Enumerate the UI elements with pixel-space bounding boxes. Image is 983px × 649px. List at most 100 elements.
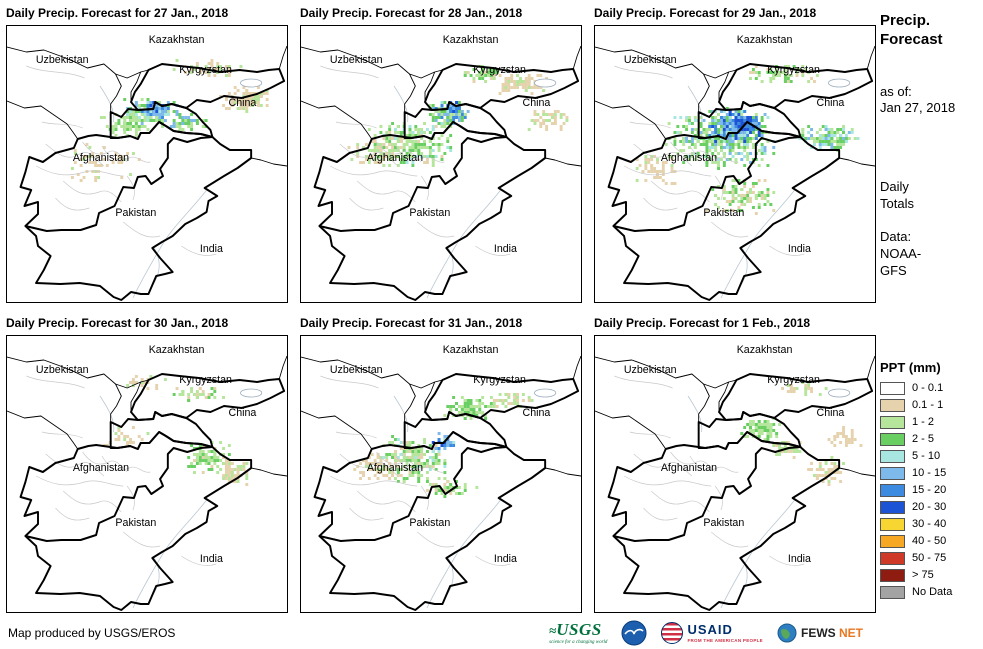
- data-source-line1: NOAA-: [880, 245, 922, 261]
- map-27-jan: Kazakhstan Uzbekistan Kyrgyzstan China Afgha…: [6, 25, 288, 303]
- legend-row: No Data: [880, 584, 980, 601]
- map-svg: Kazakhstan Uzbekistan Kyrgyzstan China Afgha…: [301, 34, 581, 301]
- country-label-kazakhstan: Kazakhstan: [149, 344, 205, 356]
- map-svg: Kazakhstan Uzbekistan Kyrgyzstan China Afgha…: [595, 344, 875, 611]
- usaid-logo-text: USAID: [687, 622, 733, 638]
- legend-swatch: [880, 432, 905, 446]
- country-label-india: India: [200, 243, 224, 255]
- usgs-logo-text: USGS: [556, 620, 602, 639]
- legend-swatch: [880, 466, 905, 480]
- legend-swatch: [880, 381, 905, 395]
- country-label-kyrgyzstan: Kyrgyzstan: [473, 64, 526, 76]
- legend-swatch: [880, 483, 905, 497]
- country-label-pakistan: Pakistan: [409, 517, 450, 529]
- country-label-pakistan: Pakistan: [115, 517, 156, 529]
- country-label-uzbekistan: Uzbekistan: [330, 364, 383, 376]
- map-svg: Kazakhstan Uzbekistan Kyrgyzstan China Afgha…: [7, 344, 287, 611]
- legend-label: 15 - 20: [912, 484, 947, 497]
- legend-swatch: [880, 398, 905, 412]
- map-31-jan: Kazakhstan Uzbekistan Kyrgyzstan China Afgha…: [300, 335, 582, 613]
- country-label-afghanistan: Afghanistan: [661, 462, 717, 474]
- legend-label: 10 - 15: [912, 467, 947, 480]
- usaid-tagline: FROM THE AMERICAN PEOPLE: [687, 637, 763, 643]
- legend-label: No Data: [912, 586, 953, 599]
- country-label-uzbekistan: Uzbekistan: [36, 54, 89, 66]
- panel-title: Daily Precip. Forecast for 27 Jan., 2018: [6, 6, 229, 20]
- country-label-kyrgyzstan: Kyrgyzstan: [473, 374, 526, 386]
- noaa-seal-icon: [621, 620, 647, 646]
- legend-swatch: [880, 551, 905, 565]
- sidebar: Precip. Forecast as of: Jan 27, 2018 Dai…: [880, 0, 980, 649]
- country-label-uzbekistan: Uzbekistan: [624, 54, 677, 66]
- as-of-block: as of: Jan 27, 2018: [880, 84, 980, 118]
- legend-swatch: [880, 534, 905, 548]
- legend-title: PPT (mm): [880, 359, 941, 375]
- fews-logo-text-1: FEWS: [800, 626, 836, 640]
- totals-line2: Totals: [880, 196, 914, 212]
- country-label-uzbekistan: Uzbekistan: [330, 54, 383, 66]
- legend-row: 5 - 10: [880, 448, 980, 465]
- country-label-afghanistan: Afghanistan: [367, 152, 423, 164]
- panel-title: Daily Precip. Forecast for 31 Jan., 2018: [300, 316, 523, 330]
- legend-label: 0.1 - 1: [912, 399, 944, 412]
- country-label-afghanistan: Afghanistan: [367, 462, 423, 474]
- map-credit: Map produced by USGS/EROS: [8, 626, 176, 640]
- country-label-kyrgyzstan: Kyrgyzstan: [767, 374, 820, 386]
- panel-title: Daily Precip. Forecast for 30 Jan., 2018: [6, 316, 229, 330]
- country-label-pakistan: Pakistan: [115, 207, 156, 219]
- sidebar-title: Precip. Forecast: [880, 12, 980, 50]
- footer: Map produced by USGS/EROS ≈USGS science …: [0, 616, 983, 649]
- panel-title: Daily Precip. Forecast for 29 Jan., 2018: [594, 6, 817, 20]
- legend-row: 0 - 0.1: [880, 380, 980, 397]
- precip-layer: [635, 65, 860, 215]
- map-28-jan: Kazakhstan Uzbekistan Kyrgyzstan China Afgha…: [300, 25, 582, 303]
- legend-swatch: [880, 449, 905, 463]
- country-labels: Kazakhstan Uzbekistan Kyrgyzstan China Afgha…: [36, 34, 257, 255]
- map-svg: Kazakhstan Uzbekistan Kyrgyzstan China Afgha…: [7, 34, 287, 301]
- noaa-logo: [621, 620, 647, 646]
- country-label-kazakhstan: Kazakhstan: [737, 344, 793, 356]
- legend-label: 40 - 50: [912, 535, 947, 548]
- legend-row: 15 - 20: [880, 482, 980, 499]
- legend-label: 50 - 75: [912, 552, 947, 565]
- country-label-india: India: [494, 553, 518, 565]
- country-label-afghanistan: Afghanistan: [661, 152, 717, 164]
- country-label-kazakhstan: Kazakhstan: [443, 344, 499, 356]
- legend-row: 1 - 2: [880, 414, 980, 431]
- country-label-india: India: [788, 553, 812, 565]
- sidebar-title-line1: Precip.: [880, 12, 931, 29]
- panel-31-jan: Daily Precip. Forecast for 31 Jan., 2018…: [300, 316, 582, 613]
- country-label-kyrgyzstan: Kyrgyzstan: [179, 64, 232, 76]
- legend-row: 30 - 40: [880, 516, 980, 533]
- legend-label: 2 - 5: [912, 433, 935, 446]
- country-label-kazakhstan: Kazakhstan: [149, 34, 205, 46]
- panel-title: Daily Precip. Forecast for 1 Feb., 2018: [594, 316, 811, 330]
- legend-row: 50 - 75: [880, 550, 980, 567]
- legend-row: 40 - 50: [880, 533, 980, 550]
- map-30-jan: Kazakhstan Uzbekistan Kyrgyzstan China Afgha…: [6, 335, 288, 613]
- legend-row: 2 - 5: [880, 431, 980, 448]
- legend-label: 30 - 40: [912, 518, 947, 531]
- precip-layer: [347, 65, 569, 167]
- country-label-india: India: [200, 553, 224, 565]
- legend-swatch: [880, 415, 905, 429]
- data-source-line2: GFS: [880, 262, 907, 278]
- totals-block: Daily Totals: [880, 179, 980, 213]
- country-label-kyrgyzstan: Kyrgyzstan: [767, 64, 820, 76]
- country-label-china: China: [229, 97, 258, 109]
- usgs-tagline: science for a changing world: [549, 640, 608, 645]
- country-label-pakistan: Pakistan: [703, 207, 744, 219]
- fews-logo-text-2: NET: [839, 626, 863, 640]
- usgs-logo: ≈USGS science for a changing world: [549, 621, 607, 645]
- usgs-wave-icon: ≈: [549, 623, 557, 638]
- map-1-feb: Kazakhstan Uzbekistan Kyrgyzstan China Afgha…: [594, 335, 876, 613]
- country-label-india: India: [494, 243, 518, 255]
- country-label-kyrgyzstan: Kyrgyzstan: [179, 374, 232, 386]
- usaid-logo: USAID FROM THE AMERICAN PEOPLE: [661, 622, 763, 644]
- country-label-china: China: [817, 407, 846, 419]
- data-source-block: Data: NOAA- GFS: [880, 229, 980, 280]
- fews-net-logo: FEWS NET: [777, 623, 863, 643]
- logos: ≈USGS science for a changing world USAID…: [549, 618, 863, 648]
- country-label-pakistan: Pakistan: [703, 517, 744, 529]
- totals-line1: Daily: [880, 179, 909, 195]
